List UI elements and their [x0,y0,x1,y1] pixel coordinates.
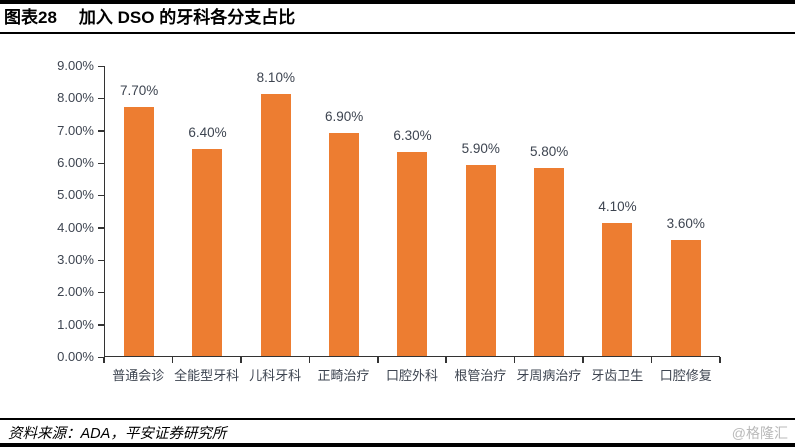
bar-group: 6.90% [310,66,378,356]
y-axis-tick-label: 0.00% [57,349,94,364]
y-axis-tick-mark [98,356,104,358]
y-axis-tick-mark [98,227,104,229]
y-axis-tick-mark [98,162,104,164]
y-axis-tick-mark [98,130,104,132]
x-axis-tick-mark [308,357,311,363]
bar-value-label: 3.60% [666,215,705,231]
bar [260,94,291,356]
y-axis-tick-label: 2.00% [57,284,94,300]
x-axis-tick-mark [103,357,105,363]
y-axis-tick-label: 6.00% [57,155,94,170]
y-axis-tick-mark [98,291,104,294]
x-axis-tick-mark [582,357,584,363]
x-axis-category-label: 口腔外科 [385,368,438,383]
y-axis-tick-label: 8.00% [57,90,94,106]
x-axis-category-label: 牙齿卫生 [591,368,644,383]
top-rule [0,0,795,4]
x-axis-tick-mark [650,357,653,363]
x-axis-labels: 普通会诊 全能型牙科 儿科牙科 正畸治疗 口腔外科 根管治疗 牙周病治疗 牙齿卫生 口腔修复 [104,365,720,384]
bar-group: 5.80% [515,66,583,356]
y-axis-tick-label: 4.00% [57,219,94,235]
bar-group: 7.70% [105,66,173,356]
bar-group: 6.30% [378,66,446,356]
x-axis-tick-mark [513,357,516,363]
bar [329,132,360,356]
bar [534,168,565,356]
x-axis-category-label: 牙周病治疗 [516,368,582,383]
bar [670,239,701,356]
x-axis-category-label: 全能型牙科 [174,368,240,383]
bar-group: 4.10% [583,66,651,356]
y-axis-tick-mark [98,259,104,261]
figure-title: 加入 DSO 的牙科各分支占比 [78,8,296,27]
bar-value-label: 5.80% [529,144,569,160]
footer-rule [0,418,795,420]
source-note: 资料来源：ADA，平安证券研究所 [8,426,227,442]
y-axis-tick-mark [98,194,104,197]
bar-group: 6.40% [173,66,241,356]
bar-value-label: 4.10% [598,199,637,215]
bar-value-label: 7.70% [120,83,159,99]
y-axis-tick-mark [98,324,104,326]
figure-title-row: 图表28 加入 DSO 的牙科各分支占比 [4,5,295,31]
y-axis-tick-label: 3.00% [57,252,94,267]
bar-value-label: 8.10% [256,70,295,86]
bar [602,223,633,356]
bar-value-label: 6.90% [325,108,364,124]
bar-value-label: 6.40% [188,125,227,141]
plot-area: 7.70% 6.40% 8.10% 6.90% 6.30% 5.90% 5.80% 4.10%… [104,66,720,357]
x-axis-category-label: 正畸治疗 [317,368,370,383]
y-axis-tick-mark [98,97,104,100]
bar [465,165,496,356]
x-axis-category-label: 根管治疗 [454,368,507,383]
bar-group: 5.90% [447,66,515,356]
x-axis-category-label: 口腔修复 [659,368,712,383]
bar [397,152,428,356]
bar-group: 3.60% [652,66,720,356]
bar-group: 8.10% [242,66,310,356]
x-axis-category-label: 儿科牙科 [249,368,302,383]
x-axis-tick-mark [171,357,174,363]
y-axis-tick-label: 9.00% [57,58,94,73]
bar-value-label: 5.90% [461,141,500,157]
x-axis-tick-mark [240,357,242,363]
bar [124,107,155,356]
bar [192,149,223,356]
x-axis-tick-mark [719,357,721,363]
y-axis-tick-label: 5.00% [57,187,94,203]
title-underline-rule [0,32,795,34]
x-axis-tick-mark [445,357,447,363]
bar-value-label: 6.30% [393,128,432,144]
y-axis-tick-mark [98,65,104,67]
y-axis-tick-label: 1.00% [57,316,94,332]
figure-number-label: 图表28 [4,8,57,27]
x-axis-tick-mark [377,357,379,363]
x-axis-category-label: 普通会诊 [112,368,165,383]
bottom-rule [0,443,795,447]
y-axis-tick-label: 7.00% [57,122,94,138]
watermark: @格隆汇 [731,425,788,441]
